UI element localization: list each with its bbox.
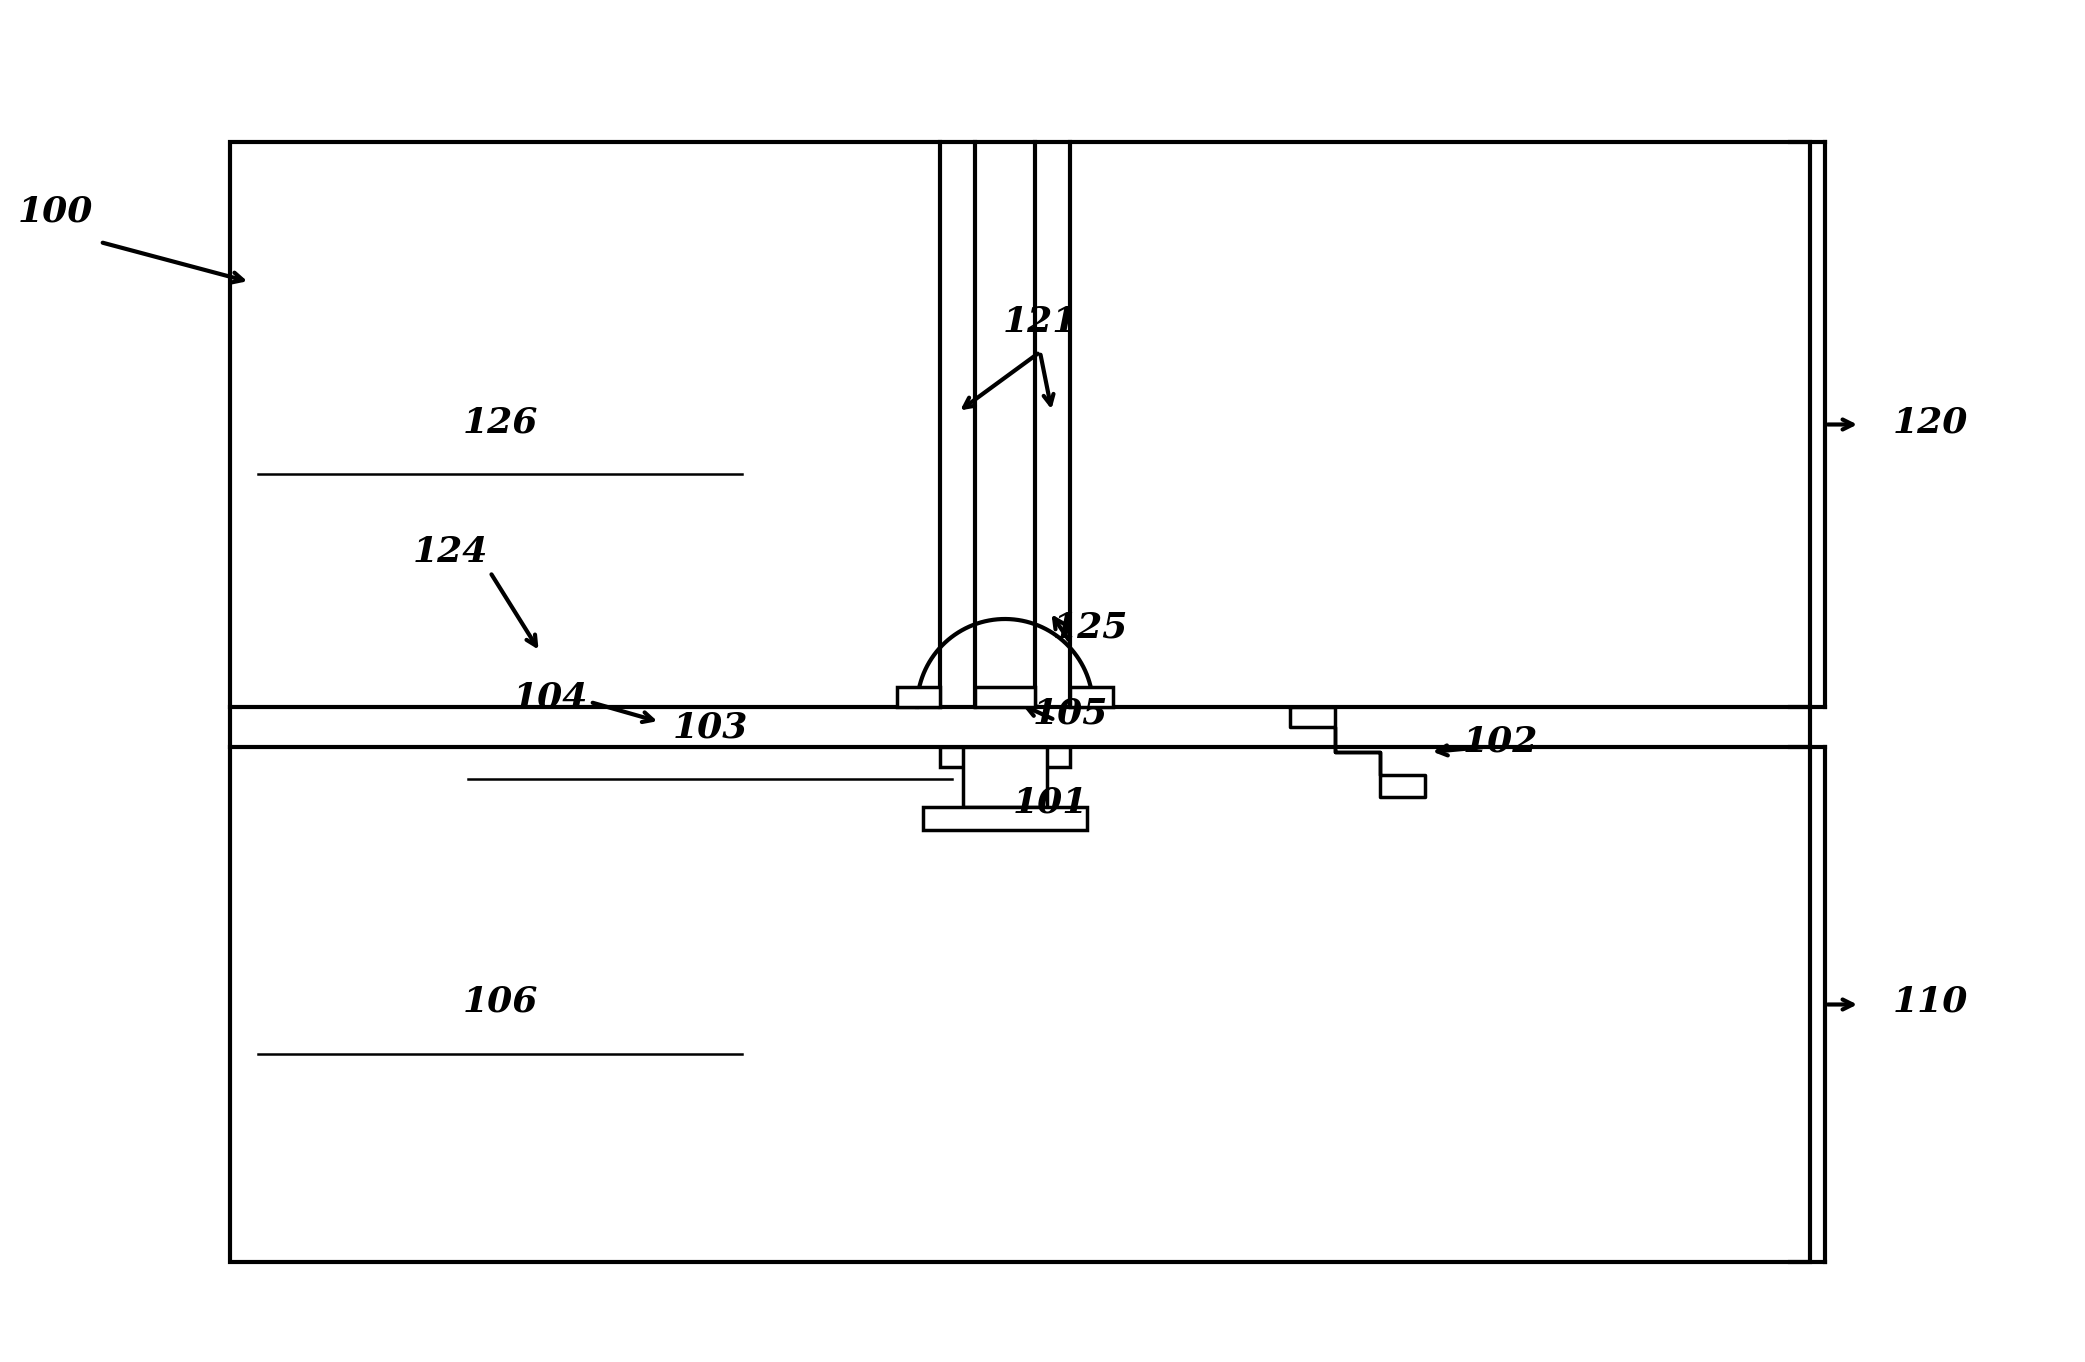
Text: 110: 110: [1893, 985, 1968, 1019]
Bar: [897, 686, 940, 707]
Text: 105: 105: [1032, 697, 1107, 731]
Text: 104: 104: [513, 680, 588, 714]
Text: 125: 125: [1053, 610, 1128, 644]
Bar: [963, 746, 1047, 808]
Text: 100: 100: [17, 195, 92, 229]
Text: 106: 106: [463, 985, 538, 1019]
Bar: [229, 142, 1810, 1263]
Bar: [1070, 686, 1113, 707]
Text: 120: 120: [1893, 405, 1968, 439]
Text: 102: 102: [1462, 725, 1539, 759]
Bar: [940, 746, 976, 767]
Text: 124: 124: [413, 535, 488, 569]
Bar: [976, 686, 1034, 707]
Text: 121: 121: [1003, 305, 1078, 339]
Text: 101: 101: [1013, 785, 1088, 819]
Text: 103: 103: [671, 710, 749, 744]
Bar: [1034, 746, 1070, 767]
Text: 126: 126: [463, 405, 538, 439]
Bar: [924, 808, 1086, 829]
